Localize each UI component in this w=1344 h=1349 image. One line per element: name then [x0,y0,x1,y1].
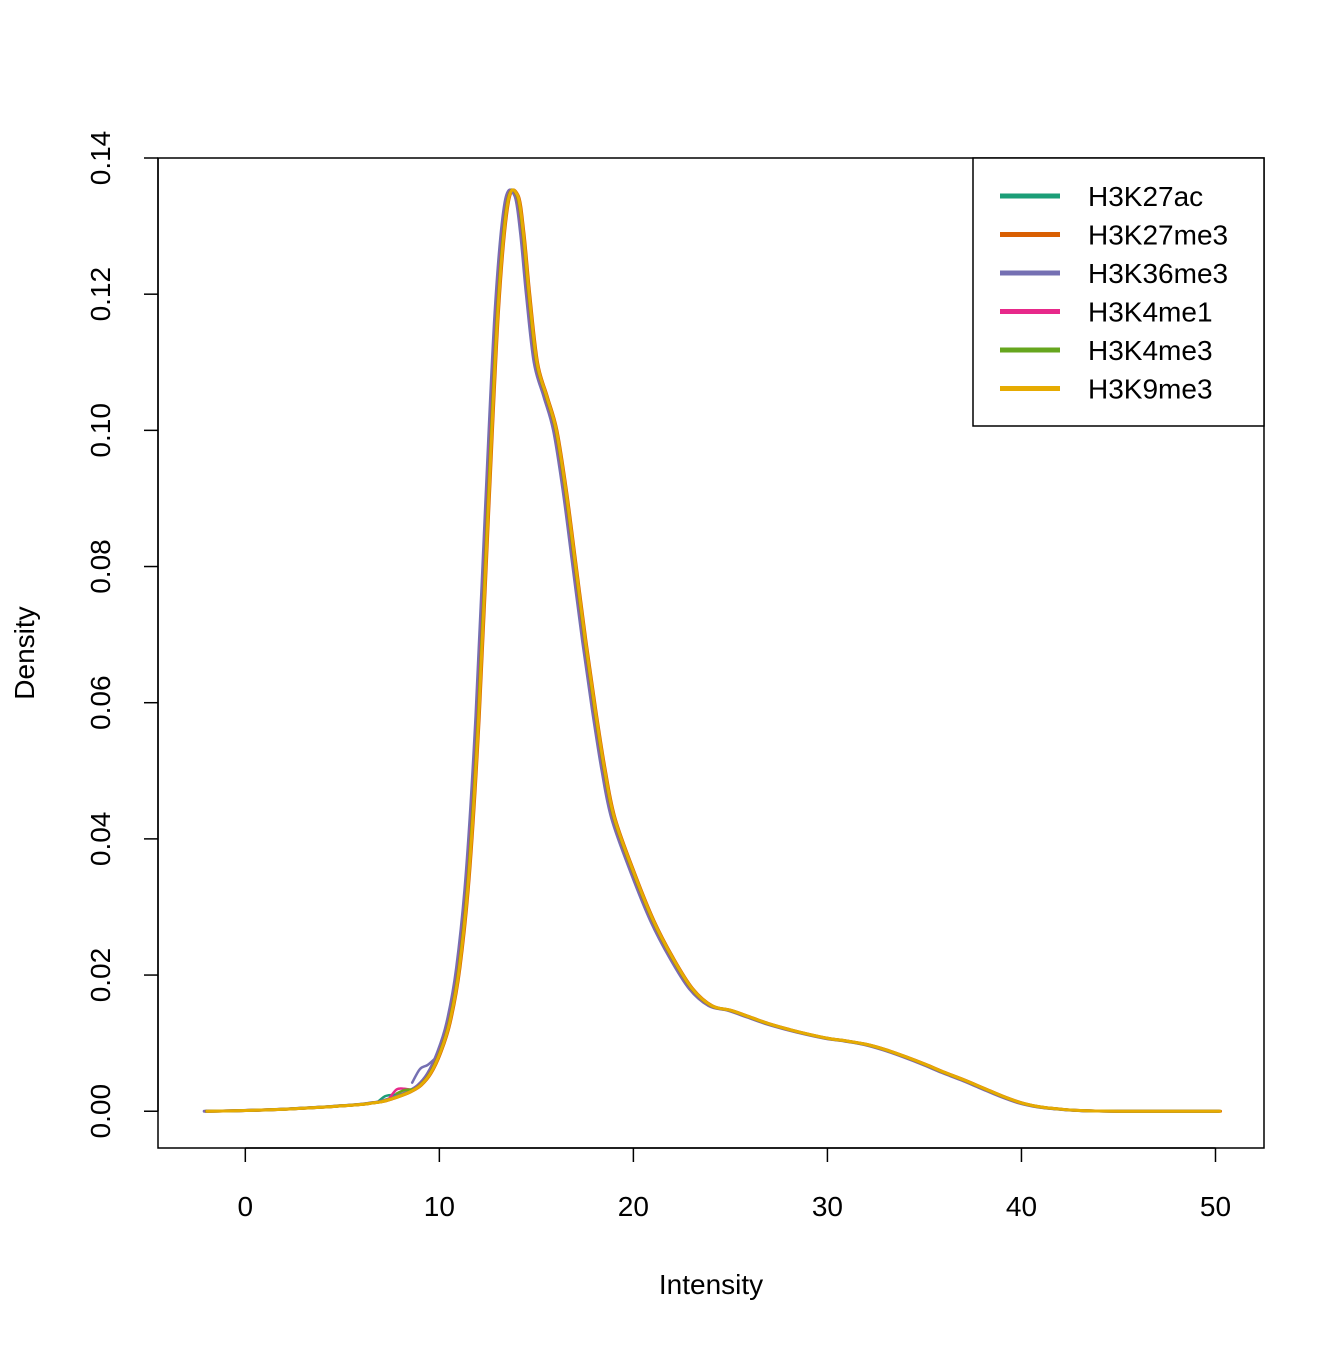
y-axis: 0.00 0.02 0.04 0.06 0.08 0.10 0.12 0.14 [85,131,159,1139]
y-tick-label: 0.06 [85,675,116,730]
series-bump-h3k36me3 [410,1056,437,1084]
legend-label-h3k4me1: H3K4me1 [1088,297,1213,328]
x-tick-label: 20 [618,1191,649,1222]
legend-box [972,157,1265,427]
y-tick-label: 0.10 [85,403,116,458]
y-tick-label: 0.14 [85,131,116,186]
series-line-h3k9me3 [205,188,1222,1113]
y-tick-label: 0.00 [85,1084,116,1139]
y-tick-label: 0.08 [85,539,116,594]
series-bump-h3k4me3 [395,1088,414,1095]
x-tick-label: 30 [812,1191,843,1222]
x-axis: 0 10 20 30 40 50 [238,1147,1231,1222]
legend-label-h3k27ac: H3K27ac [1088,181,1203,212]
legend-label-h3k36me3: H3K36me3 [1088,258,1228,289]
legend: H3K27ac H3K27me3 H3K36me3 H3K4me1 H3K4me3 H3K… [972,157,1265,427]
x-tick-label: 10 [424,1191,455,1222]
y-tick-label: 0.02 [85,948,116,1003]
x-tick-label: 0 [238,1191,254,1222]
y-tick-label: 0.12 [85,267,116,322]
x-axis-label: Intensity [659,1269,763,1300]
y-axis-label: Density [9,606,40,699]
legend-label-h3k27me3: H3K27me3 [1088,220,1228,251]
y-tick-label: 0.04 [85,812,116,867]
x-tick-label: 40 [1006,1191,1037,1222]
legend-label-h3k9me3: H3K9me3 [1088,374,1213,405]
density-curves [202,188,1223,1113]
x-tick-label: 50 [1200,1191,1231,1222]
legend-label-h3k4me3: H3K4me3 [1088,335,1213,366]
